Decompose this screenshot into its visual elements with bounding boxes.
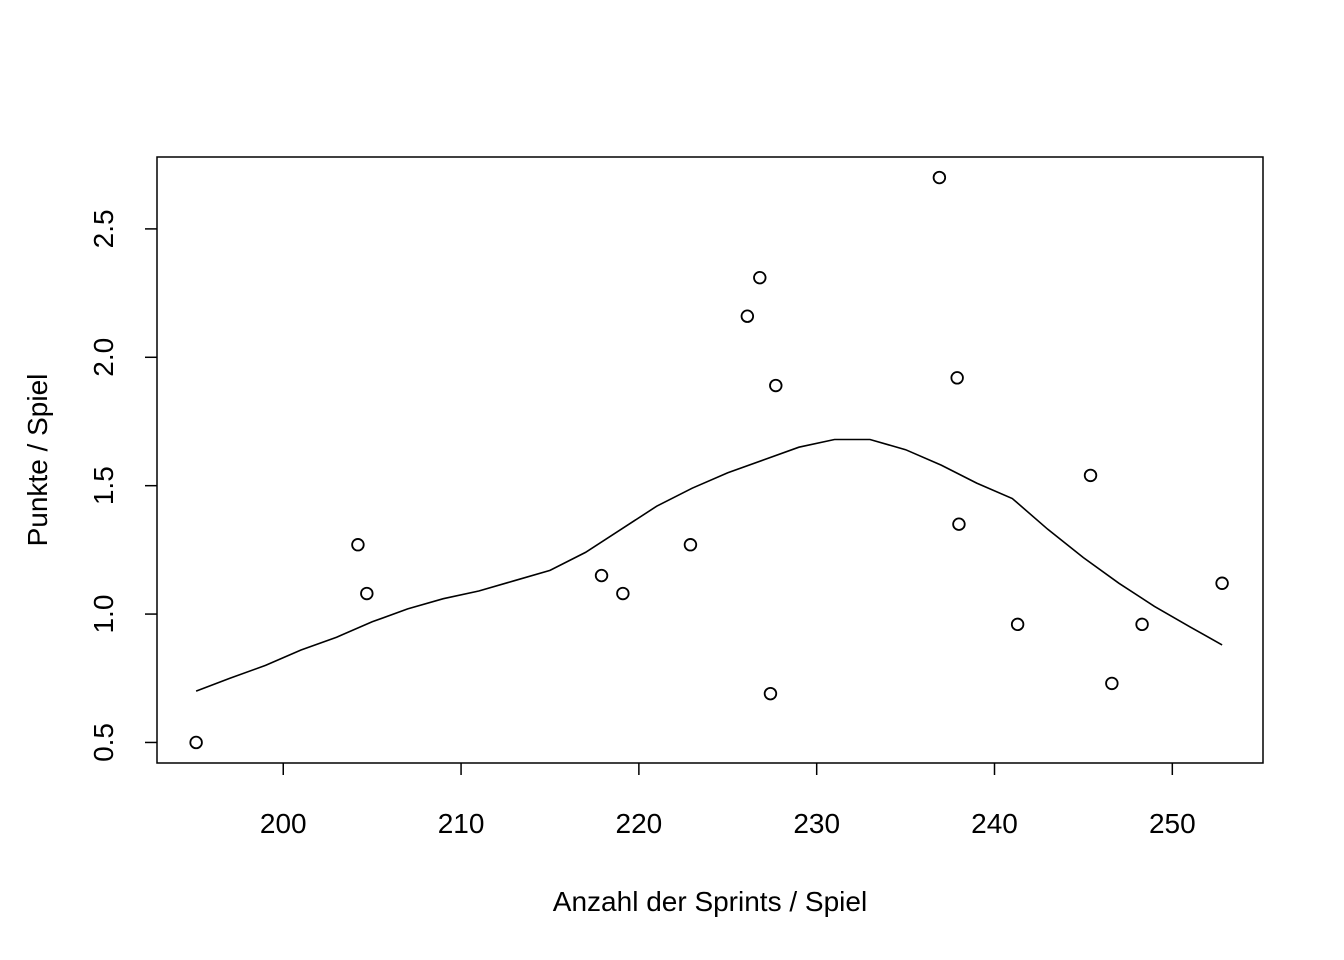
data-point [740, 309, 755, 323]
y-tick-label: 2.5 [88, 209, 119, 248]
data-point [753, 270, 767, 285]
data-point [594, 568, 609, 583]
data-point [952, 517, 966, 531]
data-point [360, 586, 374, 601]
data-point [1215, 576, 1229, 590]
data-point [1105, 676, 1119, 691]
y-tick-label: 0.5 [88, 723, 119, 762]
y-axis-title: Punkte / Spiel [22, 374, 53, 547]
x-axis: 200 210 220 230 240 250 [260, 763, 1196, 839]
data-point [351, 538, 365, 552]
data-point [1083, 468, 1098, 483]
x-tick-label: 210 [438, 808, 485, 839]
data-point [683, 538, 698, 552]
y-axis: 0.5 1.0 1.5 2.0 2.5 [88, 209, 157, 762]
data-point [616, 586, 630, 601]
points-layer [189, 170, 1229, 750]
data-point [763, 686, 778, 701]
y-tick-label: 1.0 [88, 595, 119, 634]
data-point [769, 378, 783, 393]
smooth-line [195, 438, 1223, 692]
y-tick-label: 1.5 [88, 466, 119, 505]
data-point [189, 735, 203, 750]
data-point [1135, 617, 1149, 632]
x-tick-label: 230 [793, 808, 840, 839]
x-tick-label: 200 [260, 808, 307, 839]
data-point [950, 371, 964, 385]
x-tick-label: 240 [971, 808, 1018, 839]
plot-frame [156, 156, 1264, 764]
data-point [1010, 617, 1025, 632]
data-point [932, 170, 947, 185]
smooth-line-layer [195, 438, 1223, 692]
x-tick-label: 220 [616, 808, 663, 839]
y-tick-label: 2.0 [88, 338, 119, 377]
x-axis-title: Anzahl der Sprints / Spiel [553, 886, 867, 917]
x-tick-label: 250 [1149, 808, 1196, 839]
